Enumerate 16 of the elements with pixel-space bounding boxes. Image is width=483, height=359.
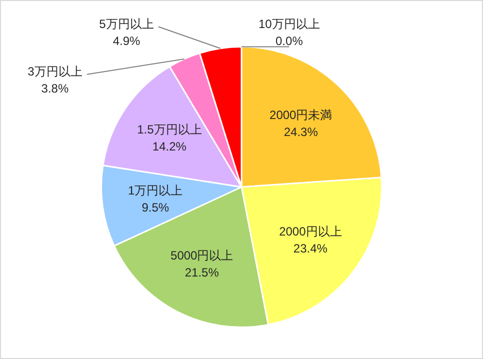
slice-label: 1万円以上 (128, 183, 183, 198)
data-label: 3.8% (41, 82, 69, 96)
data-label: 9.5% (142, 200, 170, 214)
slice-label: 2000円以上 (279, 224, 342, 238)
data-label: 24.3% (284, 124, 318, 139)
data-label: 21.5% (184, 266, 220, 280)
data-label: 23.4% (293, 241, 328, 256)
slice-label: 2000円未満 (270, 108, 332, 122)
text: 0.0% (276, 34, 303, 48)
slice-label: 5万円以上 (99, 17, 154, 32)
data-label: 14.2% (152, 140, 187, 154)
data-label: 4.9% (112, 34, 140, 48)
slice-label: 3万円以上 (28, 64, 82, 79)
slice-label: 1.5万円以上 (137, 122, 202, 137)
category-label: 10万円以上 (258, 17, 320, 32)
slice-label: 5000円以上 (170, 248, 234, 263)
